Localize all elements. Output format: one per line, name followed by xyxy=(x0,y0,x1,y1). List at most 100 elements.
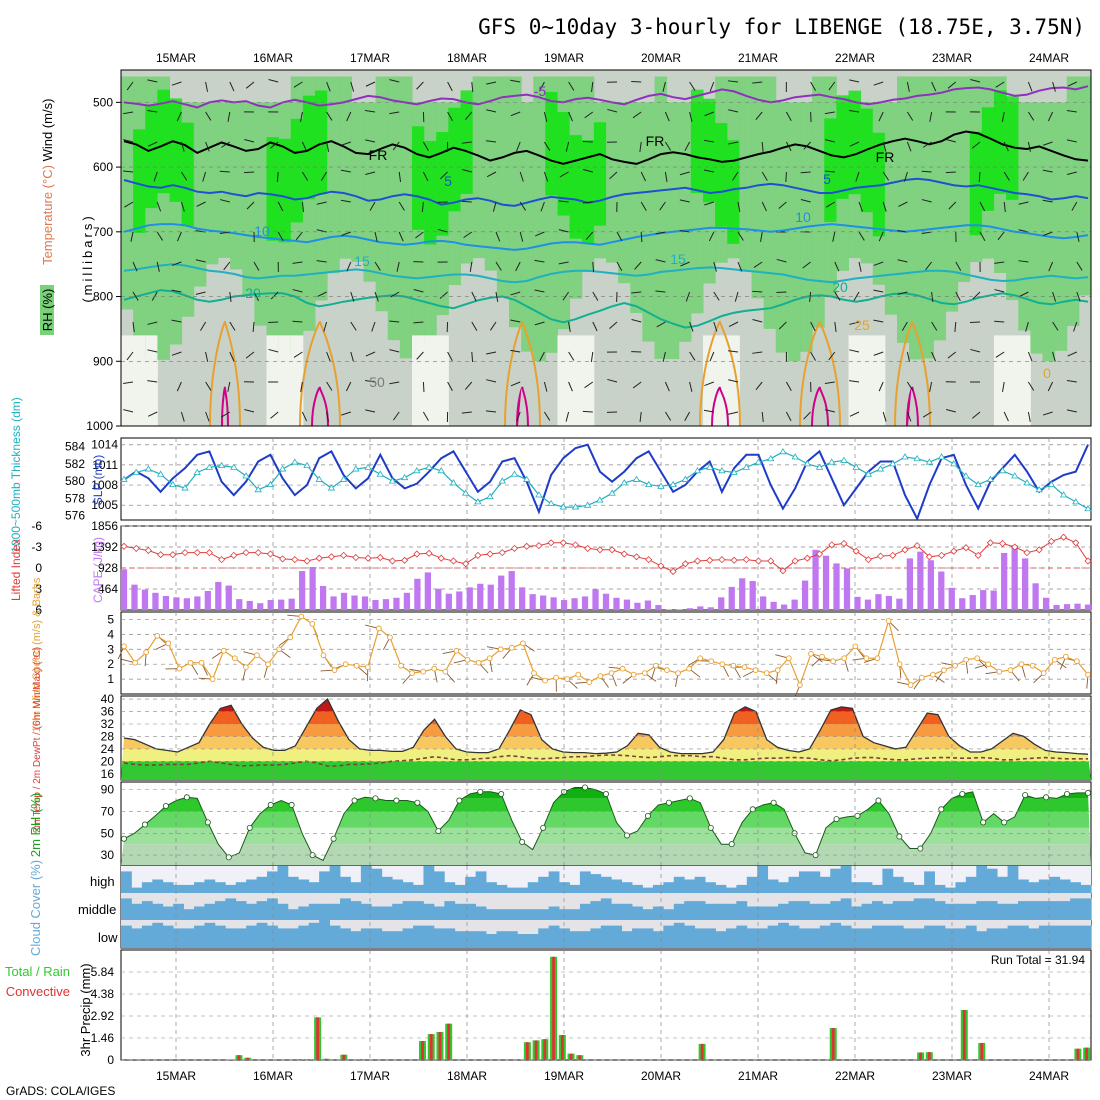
cloud-bar-middle xyxy=(1007,903,1019,920)
wind-barb xyxy=(704,111,714,117)
cloud-bar-low xyxy=(882,925,894,948)
wind-barb xyxy=(809,291,812,303)
wind-barb xyxy=(202,171,207,182)
wind-barb xyxy=(369,201,376,211)
wind-barb xyxy=(543,411,551,421)
isotherm-30 xyxy=(811,386,829,426)
cloud-bar-high xyxy=(486,882,497,893)
wind-barb xyxy=(810,81,817,91)
wind-point xyxy=(619,665,626,672)
wind-barb xyxy=(558,200,569,203)
wind-barb xyxy=(519,231,524,242)
lifted-point xyxy=(193,549,201,557)
cloud-bar-low xyxy=(903,928,915,948)
wind-barb xyxy=(515,261,521,272)
thickness-point xyxy=(266,480,275,488)
slp-thickness-panel: 576 578 580 582 584 1005 1008 1011 1014 xyxy=(65,437,1092,523)
cloud-bar-high xyxy=(267,871,278,893)
wind-barb xyxy=(873,319,884,323)
cloud-bar-middle xyxy=(267,898,278,920)
wind-barb xyxy=(461,169,472,173)
cloud-bar-middle xyxy=(1028,901,1040,920)
wind-barb xyxy=(616,261,623,272)
wind-barb xyxy=(559,171,569,178)
cloud-bar-middle xyxy=(819,903,831,920)
wind-barb xyxy=(130,231,134,242)
wind-barb xyxy=(565,141,570,152)
wind-barb xyxy=(906,411,912,422)
thickness-point xyxy=(315,475,323,482)
wind-barb xyxy=(490,321,497,331)
temp-tick: 40 xyxy=(101,692,115,706)
rh-point xyxy=(225,854,232,861)
cloud-bar-high xyxy=(725,887,737,893)
cloud-bar-low xyxy=(892,925,904,948)
temp-tick: 24 xyxy=(101,742,115,756)
thickness-point xyxy=(937,453,946,460)
wind-point xyxy=(730,662,737,669)
wind-barb xyxy=(834,291,841,301)
wind-barb xyxy=(931,291,934,302)
wind-barb xyxy=(510,79,521,83)
wind-barb xyxy=(609,321,618,329)
contour-label: FR xyxy=(369,147,388,163)
cloud-bar-low xyxy=(413,925,424,948)
cloud-bar-low xyxy=(173,928,184,948)
rh-point xyxy=(603,791,610,798)
wind-point xyxy=(353,662,360,669)
temp-tick: 32 xyxy=(101,717,115,731)
cloud-bar-high xyxy=(121,871,132,893)
cape-bar xyxy=(540,595,547,610)
lifted-point xyxy=(1072,539,1080,547)
wind-barb xyxy=(737,231,744,241)
rh-point xyxy=(204,819,211,826)
wind-barb xyxy=(374,261,381,271)
cloud-bar-low xyxy=(319,920,331,948)
wind-barb xyxy=(534,321,545,326)
cloud-bar-middle xyxy=(997,903,1008,920)
precip-convective-bar xyxy=(421,1041,424,1060)
cloud-bar-middle xyxy=(694,901,706,920)
wind-barb xyxy=(365,139,376,143)
cape-bar xyxy=(424,572,431,610)
date-label-bottom: 22MAR xyxy=(835,1069,875,1083)
cloud-bar-high xyxy=(600,876,612,893)
thickness-point xyxy=(400,473,409,481)
lifted-point xyxy=(242,549,250,557)
cloud-bar-high xyxy=(506,887,518,893)
cloud-bar-low xyxy=(548,925,560,948)
wind-barb xyxy=(277,201,284,212)
lifted-point xyxy=(632,553,641,561)
cape-bar xyxy=(141,589,149,610)
wind-barb xyxy=(447,81,453,92)
lifted-point xyxy=(620,550,628,558)
wind-barb xyxy=(463,231,473,239)
lifted-point xyxy=(657,562,665,570)
cloud-bar-low xyxy=(506,931,518,948)
cloud-bar-low xyxy=(152,922,164,948)
lifted-point xyxy=(1035,546,1043,554)
thickness-point xyxy=(327,484,336,491)
wind-point xyxy=(542,677,548,684)
precip-total-legend: Total / Rain xyxy=(5,964,70,979)
cloud-bar-high xyxy=(913,884,925,893)
wind-barb xyxy=(689,351,696,361)
lifted-point xyxy=(266,550,274,558)
cape-bar xyxy=(969,595,976,610)
wind-point xyxy=(431,665,438,672)
cloud-bar-middle xyxy=(559,909,570,920)
wind-barb xyxy=(326,81,331,92)
lifted-point xyxy=(718,556,726,564)
rh-legend-swatch xyxy=(40,285,54,335)
wind-barb xyxy=(277,231,284,241)
cloud-bar-high xyxy=(986,868,998,893)
cloud-bar-high xyxy=(319,871,331,893)
cape-bar xyxy=(445,593,452,610)
wind-barb xyxy=(955,291,961,302)
wind-point xyxy=(420,668,427,675)
lifted-point xyxy=(352,553,360,562)
cloud-bar-high xyxy=(350,882,362,893)
wind-barb xyxy=(268,348,279,353)
wind-barb xyxy=(898,201,908,207)
wind-barb xyxy=(245,351,255,359)
